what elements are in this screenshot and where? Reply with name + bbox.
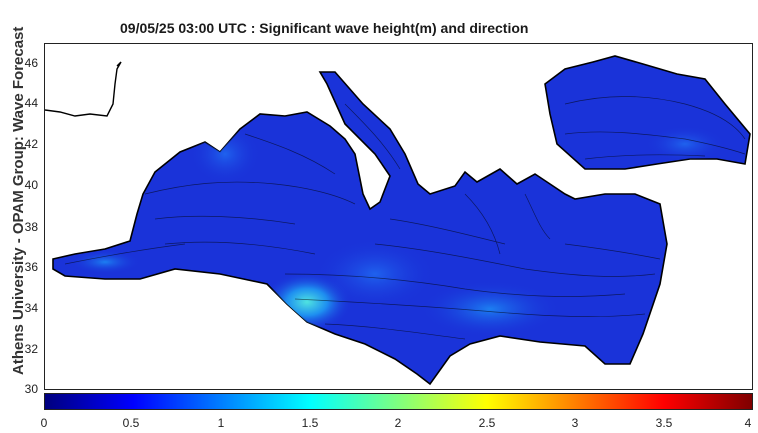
colorbar-tick-label: 4 xyxy=(744,416,752,430)
colorbar xyxy=(44,393,753,410)
colorbar-tick-label: 1.5 xyxy=(301,416,319,430)
y-tick-label: 38 xyxy=(24,220,38,234)
y-tick-label: 36 xyxy=(24,260,38,274)
colorbar-tick-label: 0 xyxy=(40,416,48,430)
colorbar-tick-label: 2.5 xyxy=(478,416,496,430)
coastline-biscay xyxy=(45,61,122,117)
y-tick-label: 42 xyxy=(24,137,38,151)
sea-map xyxy=(45,44,752,389)
y-tick-label: 46 xyxy=(24,56,38,70)
colorbar-tick-label: 3 xyxy=(571,416,579,430)
y-tick-label: 40 xyxy=(24,178,38,192)
y-tick-label: 32 xyxy=(24,342,38,356)
colorbar-tick-label: 2 xyxy=(394,416,402,430)
colorbar-tick-label: 3.5 xyxy=(655,416,673,430)
y-tick-label: 30 xyxy=(24,382,38,396)
colorbar-tick-label: 1 xyxy=(217,416,225,430)
y-tick-label: 44 xyxy=(24,96,38,110)
direction-streamlines xyxy=(64,96,746,340)
map-panel xyxy=(44,43,753,390)
figure-title: 09/05/25 03:00 UTC : Significant wave he… xyxy=(120,20,529,36)
side-label: Athens University - OPAM Group: Wave For… xyxy=(10,26,27,375)
colorbar-tick-label: 0.5 xyxy=(122,416,140,430)
y-tick-label: 34 xyxy=(24,301,38,315)
